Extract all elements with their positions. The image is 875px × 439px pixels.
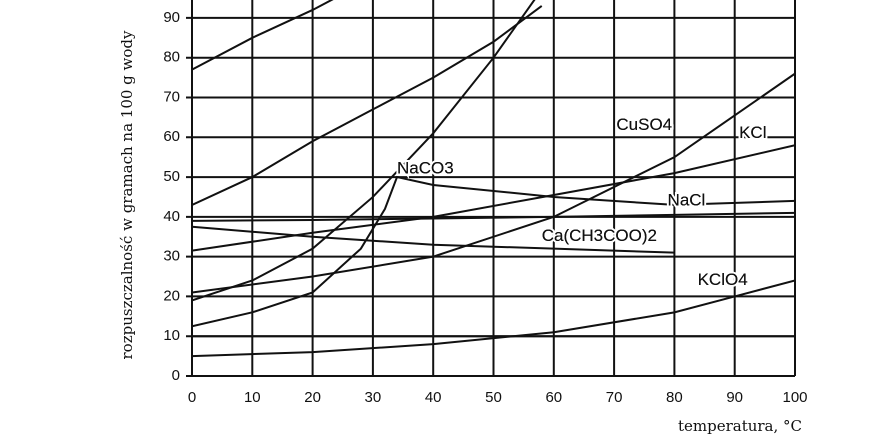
y-tick-label: 20: [163, 287, 180, 304]
curve-label: Ca(CH3COO)2: [542, 226, 657, 245]
y-tick-label: 50: [163, 168, 180, 185]
x-axis-label: temperatura, °C: [678, 417, 802, 435]
curve-label: KClO4: [698, 270, 748, 289]
y-tick-label: 60: [163, 128, 180, 145]
curve: [192, 211, 795, 222]
curve-label: NaCl: [668, 190, 706, 209]
curve: [192, 225, 675, 254]
x-tick-label: 100: [782, 389, 807, 406]
curve-label: NaCO3: [397, 159, 454, 178]
x-tick-label: 0: [188, 389, 196, 406]
curve-label: NaCO3: [397, 159, 454, 178]
curve-label: NaCl: [668, 190, 706, 209]
curve: [192, 175, 795, 328]
curve-label: KCl: [739, 123, 766, 142]
y-tick-label: 0: [172, 367, 180, 384]
y-tick-label: 30: [163, 248, 180, 265]
y-axis-label: rozpuszczalność w gramach na 100 g wody: [118, 30, 136, 360]
y-tick-label: 70: [163, 88, 180, 105]
y-tick-label: 80: [163, 49, 180, 66]
curve: [192, 279, 795, 358]
y-tick-label: 40: [163, 208, 180, 225]
curve-label: CuSO4: [616, 115, 672, 134]
x-tick-label: 90: [726, 389, 743, 406]
curve: [192, 72, 795, 294]
y-tick-label: 10: [163, 327, 180, 344]
curve: [192, 0, 334, 71]
curve-label: Ca(CH3COO)2: [542, 226, 657, 245]
y-tick-label: 90: [163, 9, 180, 26]
x-tick-label: 10: [244, 389, 261, 406]
curve-label: CuSO4: [616, 115, 672, 134]
curve-label: KCl: [739, 123, 766, 142]
x-tick-label: 30: [365, 389, 382, 406]
plot-area: [192, 0, 795, 358]
x-tick-label: 80: [666, 389, 683, 406]
x-tick-label: 70: [606, 389, 623, 406]
x-tick-label: 50: [485, 389, 502, 406]
curve-label: KClO4: [698, 270, 748, 289]
x-tick-label: 40: [425, 389, 442, 406]
curve: [192, 5, 543, 206]
curve: [192, 0, 536, 302]
x-tick-label: 60: [545, 389, 562, 406]
x-tick-label: 20: [304, 389, 321, 406]
